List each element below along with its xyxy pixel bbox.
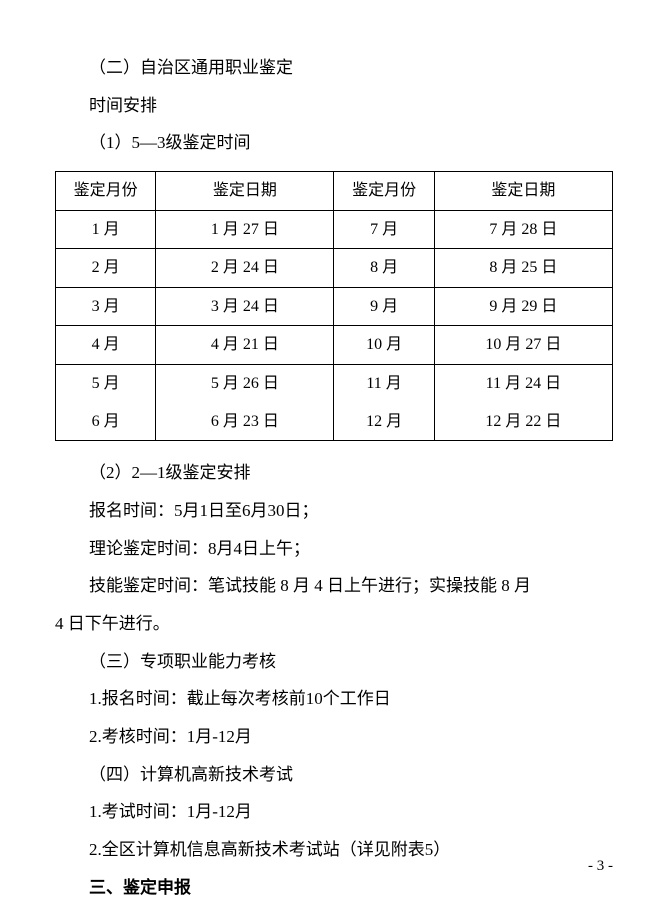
table-cell: 12 月 22 日 xyxy=(434,403,612,441)
table-cell: 5 月 xyxy=(56,365,156,403)
table-cell: 8 月 xyxy=(334,249,434,288)
theory-time-line: 理论鉴定时间：8月4日上午； xyxy=(55,531,613,567)
table-cell: 10 月 27 日 xyxy=(434,326,612,365)
four-item-2: 2.全区计算机信息高新技术考试站（详见附表5） xyxy=(55,832,613,868)
table-row: 2 月 2 月 24 日 8 月 8 月 25 日 xyxy=(56,249,613,288)
table-body: 1 月 1 月 27 日 7 月 7 月 28 日 2 月 2 月 24 日 8… xyxy=(56,210,613,441)
table-cell: 1 月 xyxy=(56,210,156,249)
table-cell: 6 月 23 日 xyxy=(156,403,334,441)
signup-time-line: 报名时间：5月1日至6月30日； xyxy=(55,493,613,529)
table-cell: 12 月 xyxy=(334,403,434,441)
schedule-table: 鉴定月份 鉴定日期 鉴定月份 鉴定日期 1 月 1 月 27 日 7 月 7 月… xyxy=(55,171,613,441)
table-row: 6 月 6 月 23 日 12 月 12 月 22 日 xyxy=(56,403,613,441)
table-cell: 11 月 24 日 xyxy=(434,365,612,403)
table-cell: 3 月 24 日 xyxy=(156,287,334,326)
table-cell: 7 月 xyxy=(334,210,434,249)
table-cell: 4 月 21 日 xyxy=(156,326,334,365)
table-cell: 9 月 xyxy=(334,287,434,326)
table-header: 鉴定月份 xyxy=(334,172,434,211)
table-cell: 1 月 27 日 xyxy=(156,210,334,249)
table-row: 5 月 5 月 26 日 11 月 11 月 24 日 xyxy=(56,365,613,403)
table-row: 3 月 3 月 24 日 9 月 9 月 29 日 xyxy=(56,287,613,326)
item-2-heading: （2）2—1级鉴定安排 xyxy=(55,455,613,491)
table-cell: 6 月 xyxy=(56,403,156,441)
skill-time-line-2: 4 日下午进行。 xyxy=(55,606,613,642)
table-row: 4 月 4 月 21 日 10 月 10 月 27 日 xyxy=(56,326,613,365)
item-1-heading: （1）5—3级鉴定时间 xyxy=(55,125,613,161)
schedule-label: 时间安排 xyxy=(55,88,613,124)
page-number: - 3 - xyxy=(588,851,613,883)
heading-four: （四）计算机高新技术考试 xyxy=(55,757,613,793)
table-cell: 4 月 xyxy=(56,326,156,365)
table-cell: 8 月 25 日 xyxy=(434,249,612,288)
table-header-row: 鉴定月份 鉴定日期 鉴定月份 鉴定日期 xyxy=(56,172,613,211)
table-cell: 10 月 xyxy=(334,326,434,365)
four-item-1: 1.考试时间：1月-12月 xyxy=(55,794,613,830)
heading-two: （二）自治区通用职业鉴定 xyxy=(55,50,613,86)
three-item-1: 1.报名时间：截止每次考核前10个工作日 xyxy=(55,681,613,717)
table-cell: 2 月 24 日 xyxy=(156,249,334,288)
table-header: 鉴定日期 xyxy=(434,172,612,211)
table-row: 1 月 1 月 27 日 7 月 7 月 28 日 xyxy=(56,210,613,249)
table-cell: 2 月 xyxy=(56,249,156,288)
skill-time-line-1: 技能鉴定时间：笔试技能 8 月 4 日上午进行；实操技能 8 月 xyxy=(55,568,613,604)
table-header: 鉴定月份 xyxy=(56,172,156,211)
three-item-2: 2.考核时间：1月-12月 xyxy=(55,719,613,755)
table-cell: 5 月 26 日 xyxy=(156,365,334,403)
table-cell: 7 月 28 日 xyxy=(434,210,612,249)
table-cell: 11 月 xyxy=(334,365,434,403)
table-header: 鉴定日期 xyxy=(156,172,334,211)
heading-three: （三）专项职业能力考核 xyxy=(55,644,613,680)
table-cell: 9 月 29 日 xyxy=(434,287,612,326)
table-cell: 3 月 xyxy=(56,287,156,326)
